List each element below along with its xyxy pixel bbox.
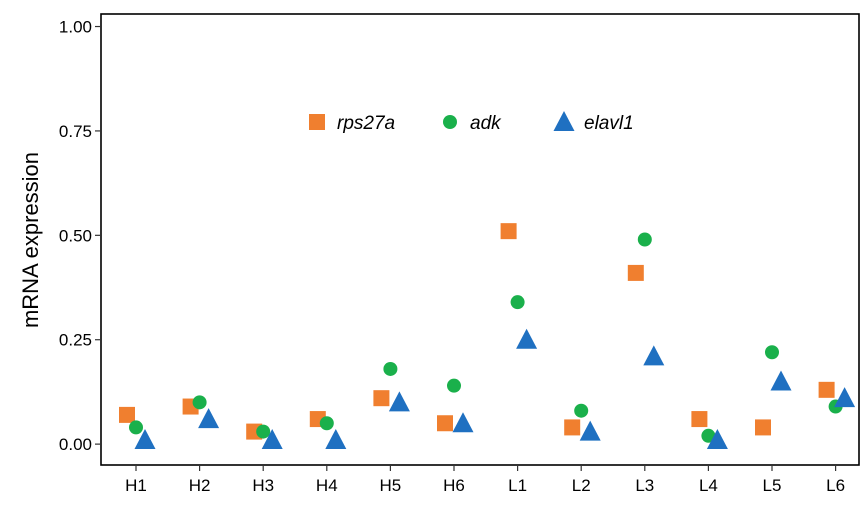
x-axis: H1 H2 H3 H4 H5 H6 L1 L2 L3 L4 L5 L6 (125, 465, 845, 495)
data-point-elavl1-L6 (834, 387, 856, 408)
x-tick-label: L2 (572, 476, 591, 495)
data-point-adk-H4 (319, 416, 334, 431)
data-point-adk-L1 (510, 295, 525, 310)
data-point-elavl1-L5 (770, 370, 792, 391)
x-tick-label: H1 (125, 476, 147, 495)
data-point-adk-L5 (765, 345, 779, 360)
y-tick-label: 1.00 (59, 18, 92, 37)
data-point-elavl1-L4 (706, 428, 728, 449)
data-point-elavl1-H4 (325, 428, 347, 449)
data-point-elavl1-H6 (452, 412, 474, 433)
data-point-rps27a-H5 (373, 390, 390, 407)
data-point-adk-L2 (574, 403, 589, 418)
data-point-elavl1-L3 (643, 345, 665, 366)
data-point-elavl1-H1 (134, 428, 156, 449)
data-point-rps27a-H1 (119, 406, 135, 423)
y-tick-label: 0.00 (59, 435, 92, 454)
x-tick-label: L6 (826, 476, 845, 495)
legend-label-adk: adk (470, 113, 502, 134)
data-point-adk-L3 (637, 232, 652, 247)
data-point-adk-H2 (192, 395, 207, 410)
data-point-elavl1-H3 (261, 428, 283, 449)
data-point-adk-H3 (256, 424, 271, 439)
data-point-rps27a-L1 (500, 223, 517, 240)
data-point-adk-H5 (383, 361, 398, 376)
data-point-adk-L4 (701, 428, 716, 443)
y-axis-title: mRNA expression (18, 152, 43, 328)
x-tick-label: L3 (635, 476, 654, 495)
data-point-adk-H6 (447, 378, 461, 393)
x-tick-label: L1 (508, 476, 527, 495)
legend-key-elavl1 (553, 111, 575, 131)
x-tick-label: H5 (380, 476, 402, 495)
plot-panel (100, 13, 860, 466)
data-point-adk-H1 (129, 420, 143, 435)
y-tick-label: 0.50 (59, 226, 92, 245)
y-tick-label: 0.75 (59, 122, 92, 141)
legend: rps27a adk elavl1 (309, 111, 634, 134)
data-point-rps27a-L6 (818, 381, 835, 398)
data-point-rps27a-H6 (437, 415, 453, 432)
y-axis: 0.00 0.25 0.50 0.75 1.00 (59, 18, 101, 454)
data-point-rps27a-L2 (564, 419, 581, 436)
y-tick-label: 0.25 (59, 331, 92, 350)
data-point-rps27a-L3 (627, 264, 644, 281)
x-tick-label: H6 (443, 476, 465, 495)
data-point-elavl1-H2 (198, 408, 220, 429)
x-tick-label: L5 (763, 476, 782, 495)
x-tick-label: L4 (699, 476, 718, 495)
data-point-elavl1-L2 (579, 420, 601, 441)
x-tick-label: H4 (316, 476, 338, 495)
legend-key-rps27a (309, 114, 325, 130)
legend-key-adk (443, 115, 457, 129)
data-points (119, 223, 856, 449)
legend-label-elavl1: elavl1 (584, 113, 634, 134)
data-point-rps27a-L4 (691, 411, 708, 428)
data-point-elavl1-H5 (388, 391, 410, 412)
data-point-rps27a-L5 (755, 419, 771, 436)
data-point-elavl1-L1 (516, 328, 538, 349)
x-tick-label: H2 (189, 476, 211, 495)
legend-label-rps27a: rps27a (337, 113, 395, 134)
x-tick-label: H3 (252, 476, 274, 495)
